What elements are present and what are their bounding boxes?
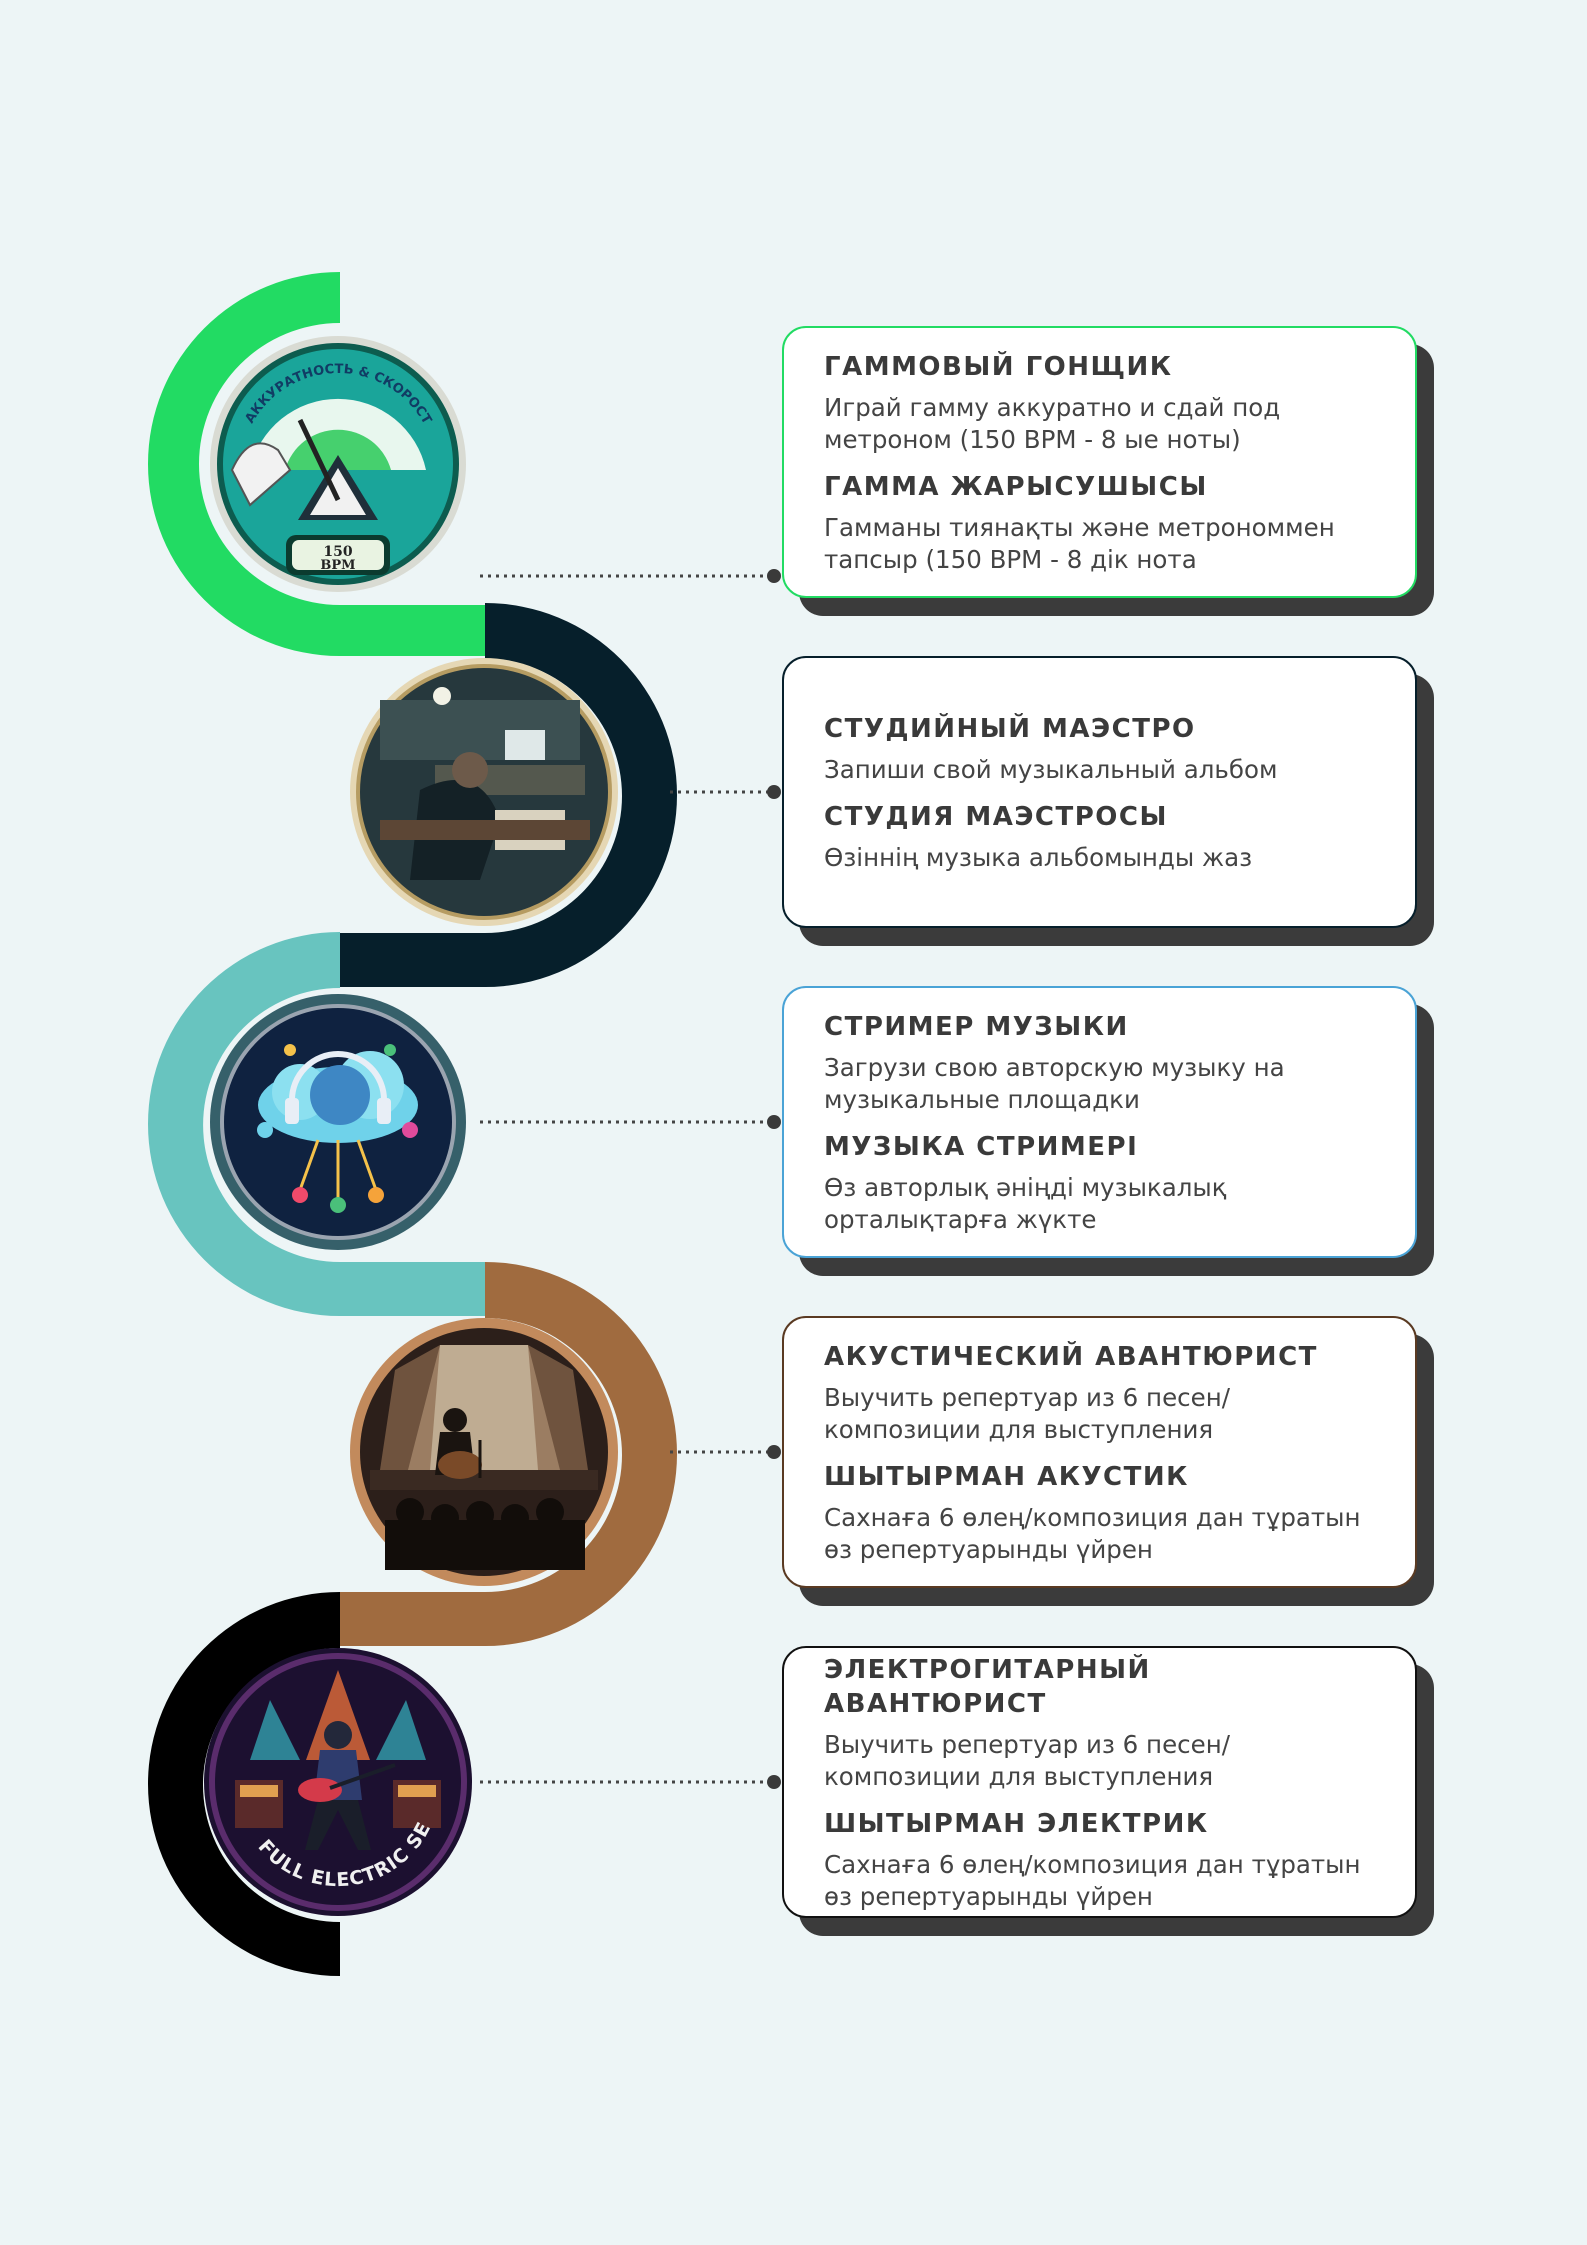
title-kk: МУЗЫКА СТРИМЕРІ	[824, 1132, 1139, 1162]
recording-studio-badge-icon	[350, 658, 618, 926]
bpm-unit: BPM	[320, 558, 355, 573]
description-kk: Сахнаға 6 өлең/композиция дан тұратын өз…	[824, 1850, 1361, 1911]
connector-dot-4	[767, 1445, 781, 1459]
connector-dot-3	[767, 1115, 781, 1129]
step-card-4: АКУСТИЧЕСКИЙ АВАНТЮРИСТ Выучить репертуа…	[782, 1316, 1417, 1588]
path-segment-3	[148, 932, 485, 1316]
connector-dot-5	[767, 1775, 781, 1789]
description-ru: Запиши свой музыкальный альбом	[824, 755, 1278, 784]
path-segment-5	[148, 1592, 340, 1976]
description-ru: Выучить репертуар из 6 песен/ композиции…	[824, 1730, 1230, 1791]
step-card-1: ГАММОВЫЙ ГОНЩИК Играй гамму аккуратно и …	[782, 326, 1417, 598]
description-ru: Выучить репертуар из 6 песен/ композиции…	[824, 1383, 1230, 1444]
path-segment-2	[340, 603, 677, 987]
description-kk: Гамманы тиянақты және метрономмен тапсыр…	[824, 513, 1335, 574]
description-kk: Өз авторлық әніңді музыкалық орталықтарғ…	[824, 1173, 1227, 1234]
path-segment-4	[340, 1262, 677, 1646]
description-kk: Өзіннің музыка альбомынды жаз	[824, 843, 1253, 872]
title-kk: ШЫТЫРМАН АКУСТИК	[824, 1462, 1189, 1492]
step-card-3: СТРИМЕР МУЗЫКИ Загрузи свою авторскую му…	[782, 986, 1417, 1258]
step-card-5: ЭЛЕКТРОГИТАРНЫЙ АВАНТЮРИСТ Выучить репер…	[782, 1646, 1417, 1918]
title-kk: ШЫТЫРМАН ЭЛЕКТРИК	[824, 1809, 1209, 1839]
path-segment-1	[148, 272, 485, 656]
title-ru: СТРИМЕР МУЗЫКИ	[824, 1012, 1129, 1042]
description-ru: Загрузи свою авторскую музыку на музыкал…	[824, 1053, 1285, 1114]
description-kk: Сахнаға 6 өлең/композиция дан тұратын өз…	[824, 1503, 1361, 1564]
description-ru: Играй гамму аккуратно и сдай под метроно…	[824, 393, 1281, 454]
connector-dot-1	[767, 569, 781, 583]
title-ru: СТУДИЙНЫЙ МАЭСТРО	[824, 714, 1196, 744]
metronome-tuner-badge-icon: 150 BPM АККУРАТНОСТЬ & СКОРОСТЬ	[0, 0, 466, 592]
music-streaming-cloud-badge-icon	[210, 994, 466, 1250]
title-ru: ЭЛЕКТРОГИТАРНЫЙ АВАНТЮРИСТ	[824, 1655, 1151, 1719]
title-ru: АКУСТИЧЕСКИЙ АВАНТЮРИСТ	[824, 1342, 1318, 1372]
connector-dot-2	[767, 785, 781, 799]
acoustic-stage-performer-badge-icon	[350, 1318, 618, 1586]
title-kk: СТУДИЯ МАЭСТРОСЫ	[824, 802, 1168, 832]
title-ru: ГАММОВЫЙ ГОНЩИК	[824, 352, 1173, 382]
title-kk: ГАММА ЖАРЫСУШЫСЫ	[824, 472, 1208, 502]
step-card-2: СТУДИЙНЫЙ МАЭСТРО Запиши свой музыкальны…	[782, 656, 1417, 928]
bpm-value: 150	[323, 544, 352, 560]
